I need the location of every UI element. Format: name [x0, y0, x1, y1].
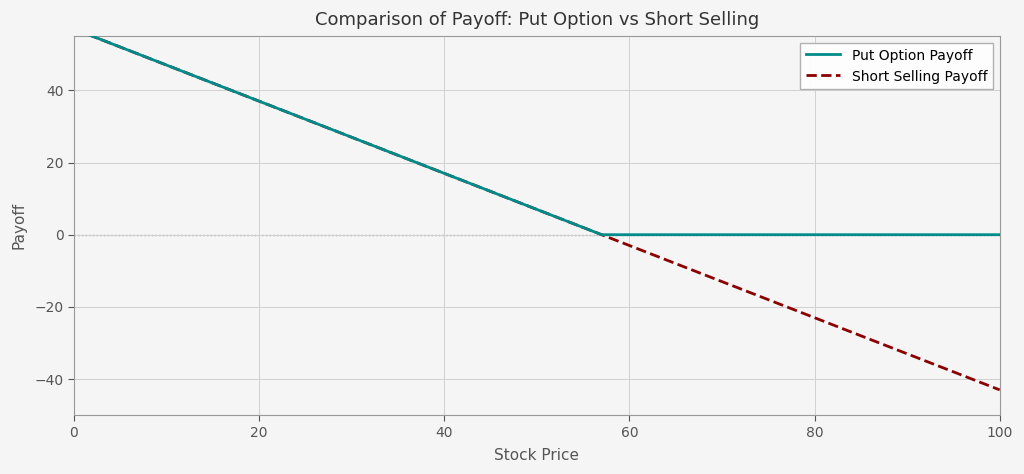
Line: Short Selling Payoff: Short Selling Payoff — [74, 29, 999, 390]
Short Selling Payoff — [806, 314, 818, 320]
Put Option Payoff — [68, 26, 80, 32]
Put Option Payoff — [705, 232, 717, 237]
Put Option Payoff — [163, 63, 175, 69]
Short Selling Payoff — [163, 63, 175, 69]
Short Selling Payoff — [442, 172, 455, 178]
Short Selling Payoff — [993, 387, 1006, 393]
Short Selling Payoff — [790, 308, 802, 313]
Short Selling Payoff — [475, 185, 487, 191]
Put Option Payoff — [596, 232, 608, 237]
Put Option Payoff — [993, 232, 1006, 237]
Short Selling Payoff — [68, 26, 80, 32]
Y-axis label: Payoff: Payoff — [11, 202, 26, 249]
Legend: Put Option Payoff, Short Selling Payoff: Put Option Payoff, Short Selling Payoff — [800, 43, 992, 89]
Line: Put Option Payoff: Put Option Payoff — [74, 29, 999, 235]
Title: Comparison of Payoff: Put Option vs Short Selling: Comparison of Payoff: Put Option vs Shor… — [314, 11, 759, 29]
Short Selling Payoff — [703, 274, 716, 280]
X-axis label: Stock Price: Stock Price — [495, 448, 580, 463]
Put Option Payoff — [475, 185, 487, 191]
Put Option Payoff — [807, 232, 819, 237]
Put Option Payoff — [791, 232, 803, 237]
Put Option Payoff — [442, 172, 455, 178]
